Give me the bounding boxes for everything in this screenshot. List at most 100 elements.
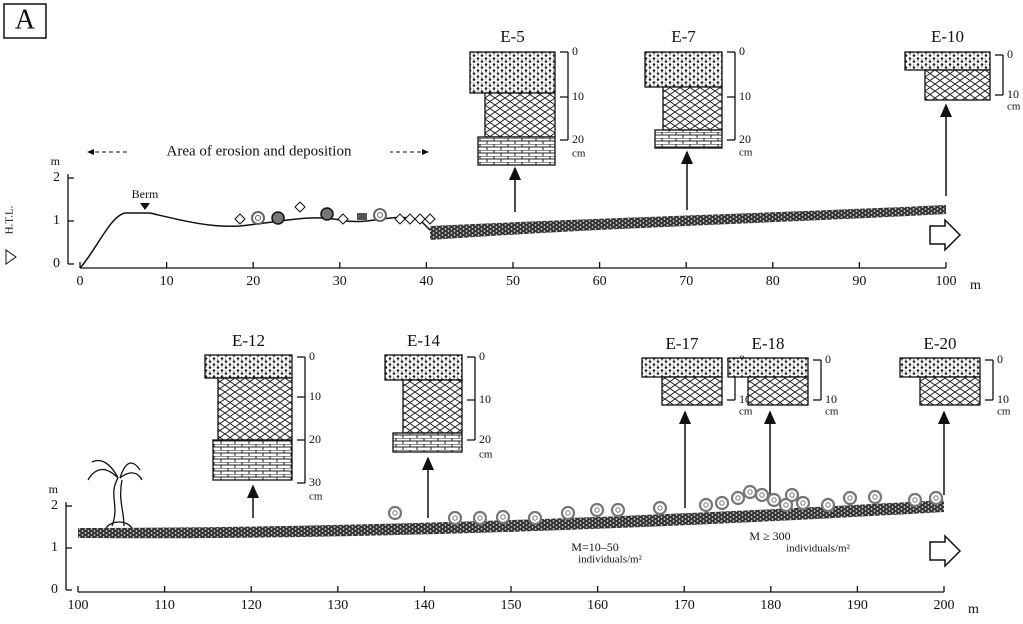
core-label: E-7 xyxy=(671,27,696,46)
shell-symbol xyxy=(657,505,663,511)
beach-profile xyxy=(79,212,433,269)
core-layer xyxy=(661,376,723,406)
htl-marker xyxy=(5,249,17,265)
annotation: Area of erosion and deposition xyxy=(167,143,352,159)
shell-symbol xyxy=(377,212,383,218)
x-tick-label: 30 xyxy=(333,274,347,289)
depth-unit: cm xyxy=(479,449,493,461)
y-unit: m xyxy=(51,154,61,168)
shell-symbol xyxy=(783,502,789,508)
depth-label: 20 xyxy=(309,432,321,446)
shell-symbol xyxy=(825,502,831,508)
depth-label: 0 xyxy=(997,352,1003,366)
shell-symbol xyxy=(615,507,621,513)
x-tick-label: 160 xyxy=(587,598,608,613)
y-tick-label: 2 xyxy=(51,498,58,513)
depth-label: 0 xyxy=(309,349,315,363)
depth-unit: cm xyxy=(739,406,753,418)
shell-symbol xyxy=(800,500,806,506)
core-layer xyxy=(654,129,723,149)
core-layer xyxy=(904,51,991,71)
x-tick-label: 170 xyxy=(674,598,695,613)
depth-label: 30 xyxy=(309,475,321,489)
core-layer xyxy=(919,376,981,406)
x-tick-label: 100 xyxy=(936,274,957,289)
density-unit: individuals/m² xyxy=(578,554,643,566)
diamond-symbol xyxy=(404,213,416,225)
x-tick-label: 0 xyxy=(77,274,84,289)
diamond-symbol xyxy=(414,213,426,225)
shell-symbol xyxy=(747,489,753,495)
depth-label: 0 xyxy=(479,349,485,363)
core-label: E-18 xyxy=(751,334,784,353)
core-label: E-5 xyxy=(500,27,525,46)
depth-label: 20 xyxy=(479,432,491,446)
depth-label: 0 xyxy=(572,44,578,58)
x-tick-label: 10 xyxy=(160,274,174,289)
shell-symbol xyxy=(759,492,765,498)
core-layer xyxy=(217,377,293,441)
core-layer xyxy=(469,51,556,94)
depth-label: 0 xyxy=(739,44,745,58)
core-layer xyxy=(641,357,723,378)
density-label: M ≥ 300 xyxy=(749,529,790,543)
depth-label: 0 xyxy=(825,352,831,366)
y-tick-label: 1 xyxy=(51,540,58,555)
core-layer xyxy=(899,357,981,378)
diamond-symbol xyxy=(294,201,306,213)
core-label: E-17 xyxy=(665,334,699,353)
shell-symbol xyxy=(735,495,741,501)
shell-symbol xyxy=(703,502,709,508)
panel-box xyxy=(3,3,47,39)
y-tick-label: 1 xyxy=(53,213,60,228)
core-layer xyxy=(392,432,463,453)
panel-label: A xyxy=(15,4,36,35)
depth-label: 10 xyxy=(739,89,751,103)
core-label: E-12 xyxy=(232,331,265,350)
continue-arrow xyxy=(929,218,962,252)
core-layer xyxy=(402,379,463,434)
depth-label: 10 xyxy=(997,392,1009,406)
shell-symbol xyxy=(933,495,939,501)
depth-label: 10 xyxy=(479,392,491,406)
x-tick-label: 150 xyxy=(501,598,522,613)
x-tick-label: 130 xyxy=(327,598,348,613)
core-layer xyxy=(204,354,293,379)
core-label: E-14 xyxy=(407,331,441,350)
x-tick-label: 60 xyxy=(593,274,607,289)
density-label: M=10–50 xyxy=(571,540,618,554)
depth-label: 10 xyxy=(1007,87,1019,101)
x-tick-label: 90 xyxy=(852,274,866,289)
hatched-symbol xyxy=(271,211,285,225)
core-layer xyxy=(477,136,556,166)
core-layer xyxy=(924,69,991,101)
y-tick-label: 0 xyxy=(51,582,58,597)
palm-tree xyxy=(87,459,143,529)
x-tick-label: 200 xyxy=(934,598,955,613)
shell-symbol xyxy=(452,515,458,521)
core-label: E-10 xyxy=(931,27,964,46)
gravel-band xyxy=(78,500,944,539)
depth-unit: cm xyxy=(1007,101,1021,113)
depth-unit: cm xyxy=(825,406,839,418)
x-tick-label: 100 xyxy=(68,598,89,613)
shell-symbol xyxy=(594,507,600,513)
depth-label: 20 xyxy=(572,132,584,146)
x-tick-label: 180 xyxy=(760,598,781,613)
x-tick-label: 70 xyxy=(679,274,693,289)
continue-arrow xyxy=(929,534,962,568)
y-tick-label: 2 xyxy=(53,170,60,185)
depth-label: 10 xyxy=(825,392,837,406)
x-tick-label: 80 xyxy=(766,274,780,289)
core-layer xyxy=(747,376,809,406)
shell-symbol xyxy=(789,492,795,498)
diamond-symbol xyxy=(424,213,436,225)
x-tick-label: 110 xyxy=(154,598,174,613)
core-layer xyxy=(484,92,556,138)
label-bg xyxy=(128,142,390,162)
core-layer xyxy=(727,357,809,378)
berm-label: Berm xyxy=(132,187,159,201)
shell-symbol xyxy=(255,215,261,221)
core-layer xyxy=(644,51,723,88)
x-tick-label: 140 xyxy=(414,598,435,613)
